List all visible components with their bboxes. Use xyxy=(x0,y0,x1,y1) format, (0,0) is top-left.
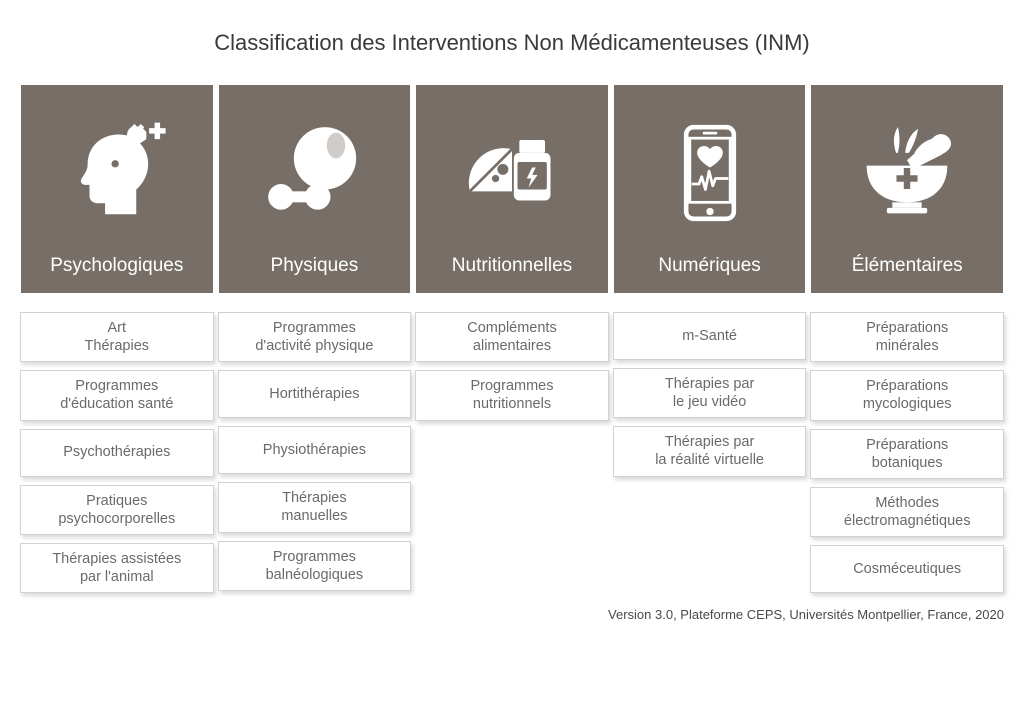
item-box: Thérapies manuelles xyxy=(218,482,412,532)
category-header-psychologiques: Psychologiques xyxy=(20,84,214,294)
items-grid: Art Thérapies Programmes d'éducation san… xyxy=(20,312,1004,593)
item-box: Art Thérapies xyxy=(20,312,214,362)
physical-dumbbell-icon xyxy=(225,97,405,249)
item-box: Préparations botaniques xyxy=(810,429,1004,479)
item-box: Cosméceutiques xyxy=(810,545,1004,593)
column-numeriques: m-Santé Thérapies par le jeu vidéo Théra… xyxy=(613,312,807,593)
item-box: Préparations minérales xyxy=(810,312,1004,362)
item-box: m-Santé xyxy=(613,312,807,360)
item-box: Compléments alimentaires xyxy=(415,312,609,362)
column-elementaires: Préparations minérales Préparations myco… xyxy=(810,312,1004,593)
item-box: Psychothérapies xyxy=(20,429,214,477)
item-box: Méthodes électromagnétiques xyxy=(810,487,1004,537)
digital-phone-icon xyxy=(620,97,800,249)
column-psychologiques: Art Thérapies Programmes d'éducation san… xyxy=(20,312,214,593)
item-box: Programmes nutritionnels xyxy=(415,370,609,420)
category-header-numeriques: Numériques xyxy=(613,84,807,294)
item-box: Programmes d'activité physique xyxy=(218,312,412,362)
item-box: Pratiques psychocorporelles xyxy=(20,485,214,535)
column-physiques: Programmes d'activité physique Hortithér… xyxy=(218,312,412,593)
footer-caption: Version 3.0, Plateforme CEPS, Université… xyxy=(20,607,1004,622)
item-box: Hortithérapies xyxy=(218,370,412,418)
category-header-physiques: Physiques xyxy=(218,84,412,294)
category-label: Numériques xyxy=(658,255,760,277)
category-header-row: Psychologiques Physiques xyxy=(20,84,1004,294)
column-nutritionnelles: Compléments alimentaires Programmes nutr… xyxy=(415,312,609,593)
item-box: Thérapies par le jeu vidéo xyxy=(613,368,807,418)
category-label: Nutritionnelles xyxy=(452,255,572,277)
page-title: Classification des Interventions Non Méd… xyxy=(20,30,1004,56)
item-box: Programmes d'éducation santé xyxy=(20,370,214,420)
item-box: Programmes balnéologiques xyxy=(218,541,412,591)
item-box: Préparations mycologiques xyxy=(810,370,1004,420)
item-box: Thérapies assistées par l'animal xyxy=(20,543,214,593)
category-label: Élémentaires xyxy=(852,255,963,277)
category-label: Psychologiques xyxy=(50,255,183,277)
category-header-elementaires: Élémentaires xyxy=(810,84,1004,294)
nutrition-supplement-icon xyxy=(422,97,602,249)
category-label: Physiques xyxy=(271,255,359,277)
category-header-nutritionnelles: Nutritionnelles xyxy=(415,84,609,294)
item-box: Thérapies par la réalité virtuelle xyxy=(613,426,807,476)
item-box: Physiothérapies xyxy=(218,426,412,474)
psychology-head-icon xyxy=(27,97,207,249)
mortar-pestle-icon xyxy=(817,97,997,249)
